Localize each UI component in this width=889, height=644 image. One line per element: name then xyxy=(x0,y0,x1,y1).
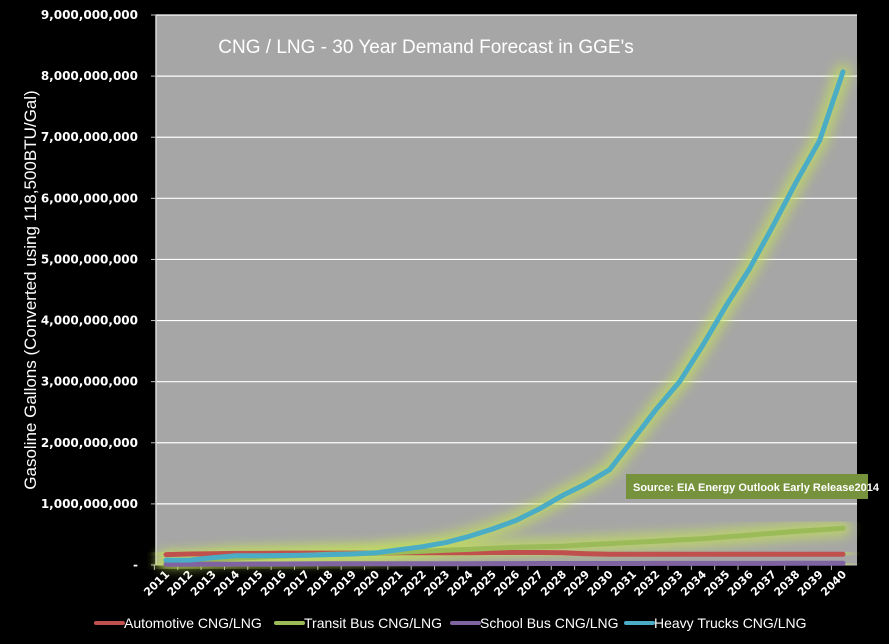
legend-label: Transit Bus CNG/LNG xyxy=(304,615,442,631)
x-tick-label: 2033 xyxy=(655,568,686,599)
y-tick-label: 8,000,000,000 xyxy=(41,69,138,83)
x-tick-label: 2017 xyxy=(281,568,312,599)
x-tick-label: 2020 xyxy=(351,568,382,599)
x-tick-label: 2016 xyxy=(258,568,289,599)
x-tick-label: 2025 xyxy=(468,568,499,599)
x-tick-label: 2036 xyxy=(725,568,756,599)
x-tick-label: 2037 xyxy=(748,568,779,599)
x-tick-label: 2021 xyxy=(375,568,406,599)
x-tick-label: 2013 xyxy=(188,568,219,599)
y-tick-label: 6,000,000,000 xyxy=(41,191,138,205)
series-lines xyxy=(163,69,846,567)
x-tick-label: 2038 xyxy=(772,568,803,599)
gridlines xyxy=(156,14,857,505)
x-tick-label: 2026 xyxy=(491,568,522,599)
x-tick-label: 2014 xyxy=(211,568,242,599)
legend-item: Automotive CNG/LNG xyxy=(94,615,262,631)
x-tick-label: 2015 xyxy=(235,568,266,599)
chart-title: CNG / LNG - 30 Year Demand Forecast in G… xyxy=(218,37,633,58)
legend-item: Transit Bus CNG/LNG xyxy=(274,615,442,631)
x-tick-label: 2028 xyxy=(538,568,569,599)
source-annotation-text: Source: EIA Energy Outlook Early Release… xyxy=(633,482,880,494)
x-tick-label: 2029 xyxy=(561,568,592,599)
x-tick-label: 2019 xyxy=(328,568,359,599)
x-tick-label: 2012 xyxy=(165,568,196,599)
x-tick-label: 2023 xyxy=(421,568,452,599)
y-tick-label: 3,000,000,000 xyxy=(41,375,138,389)
x-tick-label: 2011 xyxy=(141,568,172,599)
y-axis-label: Gasoline Gallons (Converted using 118,50… xyxy=(21,90,40,489)
source-annotation-bg xyxy=(626,474,868,499)
y-tick-label: 7,000,000,000 xyxy=(41,130,138,144)
x-tick-label: 2035 xyxy=(702,568,733,599)
series-line-school-bus-cng-lng xyxy=(163,560,846,567)
x-tick-label: 2031 xyxy=(608,568,639,599)
y-tick-label: 5,000,000,000 xyxy=(41,252,138,266)
x-tick-label: 2039 xyxy=(795,568,826,599)
x-tick-label: 2034 xyxy=(678,568,709,599)
y-tick-label: 4,000,000,000 xyxy=(41,314,138,328)
legend-label: School Bus CNG/LNG xyxy=(480,615,619,631)
y-axis: - 1,000,000,000 2,000,000,000 3,000,000,000… xyxy=(41,8,157,572)
legend: Automotive CNG/LNG Transit Bus CNG/LNG Sch… xyxy=(94,615,806,631)
legend-label: Heavy Trucks CNG/LNG xyxy=(654,615,806,631)
x-tick-label: 2022 xyxy=(398,568,429,599)
y-tick-label: - xyxy=(133,558,138,572)
y-tick-label: 2,000,000,000 xyxy=(41,436,138,450)
x-tick-label: 2027 xyxy=(515,568,546,599)
y-tick-label: 1,000,000,000 xyxy=(41,497,138,511)
x-tick-label: 2024 xyxy=(445,568,476,599)
source-annotation: Source: EIA Energy Outlook Early Release… xyxy=(626,474,880,499)
x-tick-label: 2040 xyxy=(818,568,849,599)
legend-item: School Bus CNG/LNG xyxy=(450,615,619,631)
x-tick-label: 2030 xyxy=(585,568,616,599)
legend-item: Heavy Trucks CNG/LNG xyxy=(624,615,806,631)
series-line-heavy-trucks-cng-lng xyxy=(163,69,846,563)
y-tick-label: 9,000,000,000 xyxy=(41,8,138,22)
x-tick-label: 2032 xyxy=(632,568,663,599)
legend-label: Automotive CNG/LNG xyxy=(124,615,262,631)
x-tick-label: 2018 xyxy=(305,568,336,599)
